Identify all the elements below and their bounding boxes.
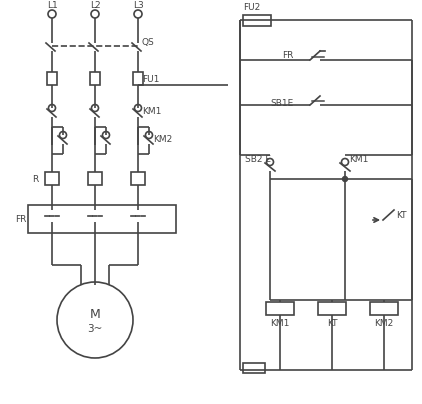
Circle shape <box>48 10 56 18</box>
Text: FU1: FU1 <box>142 74 160 84</box>
Bar <box>243 363 265 373</box>
Text: FR: FR <box>282 50 293 59</box>
Circle shape <box>267 158 273 166</box>
Bar <box>88 172 102 185</box>
Bar <box>131 172 145 185</box>
Text: L2: L2 <box>90 2 100 11</box>
Circle shape <box>92 105 98 112</box>
Text: KM1: KM1 <box>349 154 368 164</box>
Text: KT: KT <box>327 318 337 328</box>
Text: SB1E: SB1E <box>270 99 293 107</box>
Bar <box>45 172 59 185</box>
Circle shape <box>343 177 347 181</box>
Text: FU2: FU2 <box>243 4 260 13</box>
Text: L1: L1 <box>46 2 57 11</box>
Bar <box>243 15 271 26</box>
Text: SB2 E: SB2 E <box>245 154 271 164</box>
Bar <box>47 72 57 85</box>
Circle shape <box>146 131 152 139</box>
Circle shape <box>60 131 67 139</box>
Text: M: M <box>89 309 100 322</box>
Text: L3: L3 <box>133 2 143 11</box>
Text: QS: QS <box>142 38 155 48</box>
Text: KM2: KM2 <box>153 135 172 143</box>
Bar <box>90 72 100 85</box>
Text: KM1: KM1 <box>271 318 289 328</box>
Text: KM2: KM2 <box>374 318 394 328</box>
Circle shape <box>341 158 349 166</box>
Circle shape <box>91 10 99 18</box>
Circle shape <box>49 105 56 112</box>
Circle shape <box>103 131 109 139</box>
Text: KM1: KM1 <box>142 107 161 116</box>
Bar <box>370 302 398 315</box>
Bar <box>28 205 176 233</box>
Circle shape <box>134 10 142 18</box>
Bar <box>266 302 294 315</box>
Text: R: R <box>32 175 38 183</box>
Text: 3~: 3~ <box>87 324 103 334</box>
Text: KT: KT <box>396 212 406 221</box>
Circle shape <box>57 282 133 358</box>
Text: FR: FR <box>15 215 26 223</box>
Circle shape <box>135 105 141 112</box>
Bar <box>318 302 346 315</box>
Bar <box>133 72 143 85</box>
